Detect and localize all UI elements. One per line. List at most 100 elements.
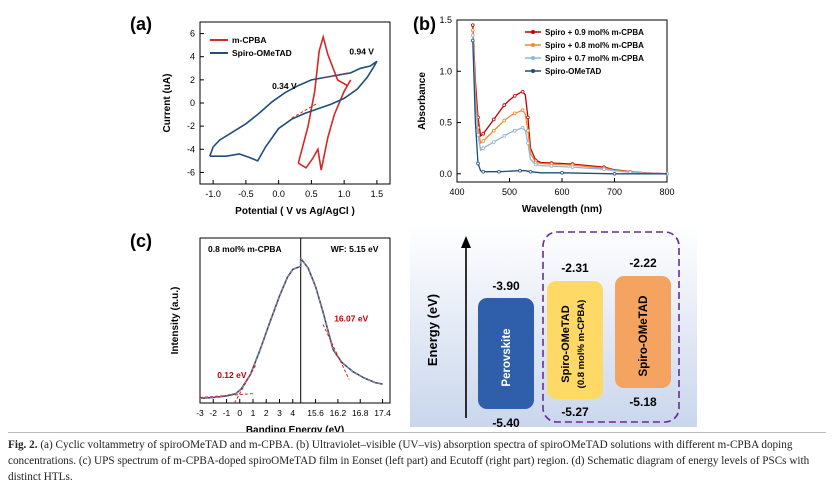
x-tick-label-a: 0.0 [272, 189, 285, 199]
series-point-b-3 [481, 169, 486, 174]
series-point-b-3 [612, 171, 617, 176]
tangent-a-2 [291, 102, 319, 119]
series-point-b-2 [520, 125, 525, 130]
energy-box-0 [478, 298, 534, 409]
series-point-b-2 [512, 128, 517, 133]
series-point-b-1 [512, 111, 517, 116]
energy-box-1 [547, 281, 603, 399]
annotation-c-1: 0.12 eV [217, 370, 247, 380]
y-axis-label-a: Current (uA) [162, 74, 173, 133]
x-tick-label-c: 15.6 [307, 408, 324, 418]
series-point-b-3 [560, 170, 564, 175]
x-tick-label-c: 0 [237, 408, 242, 418]
series-point-b-1 [520, 108, 525, 113]
annotation-a-1: 0.94 V [349, 46, 374, 56]
x-tick-label-b: 600 [554, 187, 569, 197]
x-tick-label-c: 2 [264, 408, 269, 418]
legend-label-b-0: Spiro + 0.9 mol% m-CPBA [545, 28, 644, 37]
wf-label-c: WF: 5.15 eV [331, 244, 379, 254]
legend-marker-b-1 [531, 43, 535, 47]
panel-label-c: (c) [130, 231, 152, 251]
tangent-c-2 [234, 365, 257, 404]
series-point-b-1 [470, 28, 475, 33]
series-line-b-2 [472, 35, 668, 175]
fit-line-c [199, 257, 383, 399]
series-point-b-0 [520, 89, 525, 94]
series-point-b-2 [602, 167, 606, 171]
series-point-b-2 [481, 146, 486, 150]
series-point-b-3 [497, 169, 501, 174]
x-tick-label-c: 4 [290, 408, 295, 418]
x-tick-label-c: -3 [196, 408, 204, 418]
x-tick-label-b: 500 [502, 187, 517, 197]
energy-level-top-0: -3.90 [492, 279, 520, 293]
energy-box-label-0: Perovskite [501, 328, 513, 386]
series-point-b-2 [470, 33, 475, 38]
energy-axis-arrow [461, 236, 471, 248]
energy-level-bottom-0: -5.40 [492, 416, 520, 430]
series-line-b-3 [472, 40, 667, 175]
caption-label: Fig. 2. [8, 439, 38, 451]
y-tick-label-b: 0.5 [439, 118, 452, 128]
energy-box-2 [615, 276, 671, 388]
panel-c: (c) -3 -2 -1 0 1 2 3 4 15.6 16.2 16.8 17.4 Banding En… [130, 231, 391, 432]
caption-divider [8, 432, 826, 433]
y-tick-label-a: -2 [187, 121, 195, 131]
sample-label-c: 0.8 mol% m-CPBA [208, 244, 282, 254]
panel-label-a: (a) [130, 14, 152, 34]
x-tick-label-c: 3 [277, 408, 282, 418]
tangent-a-1 [325, 72, 348, 79]
series-point-b-3 [518, 168, 522, 173]
tangent-c-3 [322, 324, 350, 380]
y-tick-label-a: 0 [190, 98, 195, 108]
x-tick-label-c: -2 [209, 408, 217, 418]
x-tick-label-b: 800 [659, 187, 674, 197]
series-point-b-2 [526, 141, 530, 145]
energy-level-bottom-2: -5.18 [629, 395, 657, 409]
panel-a: (a) -1.0 -0.5 0.0 0.5 1.0 1.5 -6 -4 -2 0 2 4 6 Potenti… [130, 14, 391, 217]
panel-b: (b) 400 500 600 700 800 0.0 0.5 1.0 1.5 Wavelength… [413, 14, 675, 215]
x-tick-label-a: 1.5 [371, 189, 384, 199]
series-point-b-0 [526, 115, 530, 120]
series-point-b-0 [502, 103, 507, 107]
x-tick-label-c: 16.2 [330, 408, 347, 418]
panel-d: (d)Energy (eV)-3.90-5.40Perovskite-2.31-… [410, 225, 697, 430]
y-tick-label-b: 0.0 [439, 169, 452, 179]
series-line-a-0 [297, 33, 352, 171]
tangent-c-1 [199, 393, 254, 398]
htl-group-outline [542, 231, 680, 423]
series-line-a-1 [209, 60, 378, 162]
series-point-b-1 [491, 128, 496, 133]
series-point-b-1 [502, 118, 507, 123]
energy-axis-label: Energy (eV) [425, 294, 440, 366]
legend-label-b-3: Spiro-OMeTAD [545, 67, 602, 76]
legend-label-b-1: Spiro + 0.8 mol% m-CPBA [545, 41, 644, 50]
energy-level-top-1: -2.31 [561, 261, 589, 275]
x-tick-label-b: 400 [449, 187, 464, 197]
x-tick-label-c: 1 [251, 408, 256, 418]
series-point-b-2 [491, 140, 496, 144]
legend-marker-b-2 [531, 56, 535, 60]
energy-box-label-1: Spiro-OMeTAD [560, 305, 572, 382]
series-point-b-0 [470, 23, 475, 27]
series-point-b-3 [470, 38, 475, 43]
annotation-a-2: 0.34 V [272, 81, 297, 91]
series-point-b-2 [476, 133, 480, 137]
series-point-b-3 [476, 161, 480, 166]
x-tick-label-b: 700 [607, 187, 622, 197]
annotation-c-2: 16.07 eV [334, 313, 368, 323]
x-tick-label-c: -1 [223, 408, 231, 418]
x-tick-label-c: 17.4 [374, 408, 391, 418]
legend-label-a-1: Spiro-OMeTAD [232, 48, 292, 58]
x-tick-label-a: -1.0 [205, 189, 221, 199]
energy-box-label-2: Spiro-OMeTAD [638, 296, 650, 377]
series-point-b-1 [481, 139, 486, 143]
y-tick-label-a: -4 [187, 144, 195, 154]
legend-marker-b-0 [531, 30, 535, 34]
energy-box-sublabel-1: (0.8 mol% m-CPBA) [576, 300, 587, 389]
y-tick-label-a: -6 [187, 167, 195, 177]
series-line-b-0 [472, 25, 668, 175]
figure-canvas: (a) -1.0 -0.5 0.0 0.5 1.0 1.5 -6 -4 -2 0 2 4 6 Potenti… [130, 14, 697, 432]
series-point-b-0 [491, 117, 496, 122]
x-axis-label-a: Potential ( V vs Ag/AgCl ) [235, 206, 355, 217]
